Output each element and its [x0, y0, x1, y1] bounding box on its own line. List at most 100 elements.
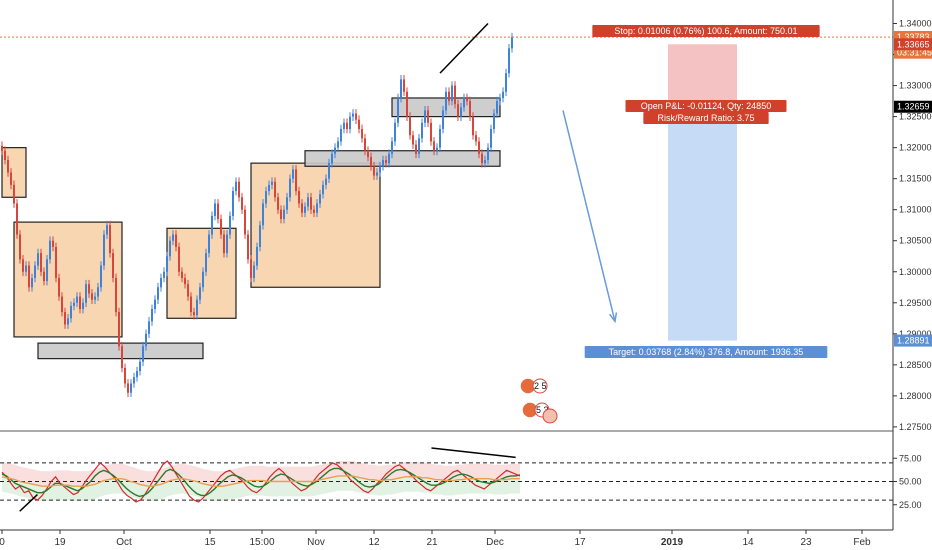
candle-body — [109, 225, 111, 254]
candle-body — [265, 191, 267, 204]
candle-body — [25, 265, 27, 272]
candle-body — [127, 383, 129, 393]
candle-body — [160, 277, 162, 288]
candle-body — [28, 265, 30, 288]
price-label-bg — [894, 100, 932, 113]
candle-body — [199, 287, 201, 300]
candle-body — [76, 296, 78, 303]
candle-body — [442, 110, 444, 130]
price-label: 1.33665 — [897, 39, 930, 49]
candle-body — [217, 203, 219, 219]
candle-body — [361, 129, 363, 139]
candle-body — [388, 153, 390, 164]
price-tick-label: 1.27500 — [899, 422, 932, 432]
candle-body — [253, 265, 255, 278]
candle-body — [448, 91, 450, 102]
candle-body — [343, 122, 345, 130]
candle-body — [67, 318, 69, 325]
candle-body — [430, 122, 432, 142]
candle-body — [133, 377, 135, 384]
candle-body — [10, 172, 12, 185]
price-label-bg — [894, 30, 932, 43]
candle-body — [379, 166, 381, 173]
candle-body — [130, 383, 132, 393]
drawings[interactable] — [0, 22, 893, 324]
candle-body — [88, 284, 90, 294]
candle-body — [466, 97, 468, 102]
candle-body — [58, 277, 60, 297]
osc-tick-label: 50.00 — [899, 477, 922, 487]
candle-body — [370, 156, 372, 167]
candle-body — [337, 141, 339, 148]
candle-body — [445, 91, 447, 111]
position-tool[interactable] — [668, 44, 737, 341]
candle-body — [46, 259, 48, 282]
candle-body — [19, 234, 21, 260]
candle-body — [412, 135, 414, 145]
candle-body — [367, 150, 369, 157]
price-label: 03:31:45 — [897, 48, 932, 58]
stop-zone — [668, 44, 737, 107]
candle-body — [469, 101, 471, 117]
candle-body — [112, 253, 114, 278]
candle-body — [409, 116, 411, 136]
candle-body — [142, 346, 144, 362]
candle-body — [154, 299, 156, 309]
candle-body — [307, 197, 309, 207]
candle-body — [118, 312, 120, 347]
candle-body — [34, 265, 36, 278]
candle-body — [376, 172, 378, 176]
candle-body — [211, 215, 213, 235]
candle-body — [403, 79, 405, 92]
candle-body — [43, 271, 45, 282]
event-icon-0-count: 2 5 — [534, 381, 547, 391]
candle-body — [166, 256, 168, 272]
osc-tick-label: 75.00 — [899, 453, 922, 463]
candle-body — [136, 371, 138, 378]
candle-body — [391, 141, 393, 154]
price-label: 1.28891 — [897, 336, 930, 346]
price-label: 1.32659 — [897, 102, 930, 112]
candle-body — [400, 79, 402, 98]
zone-boxes — [1, 97, 501, 360]
time-axis[interactable]: 0 19 Oct 15 15:00 Nov 12 21 Dec 17 2019 14 23 Feb — [0, 529, 893, 548]
candle-body — [511, 37, 513, 49]
candle-body — [496, 101, 498, 114]
candle-body — [478, 141, 480, 154]
candle-body — [40, 253, 42, 272]
candle-body — [226, 234, 228, 254]
candle-body — [121, 346, 123, 368]
time-tick-label: Oct — [116, 537, 132, 548]
price-tick-label: 1.34000 — [899, 19, 932, 29]
candle-body — [178, 246, 180, 272]
candle-body — [460, 107, 462, 117]
price-tick-label: 1.31000 — [899, 205, 932, 215]
price-axis[interactable]: 1.340001.335001.330001.325001.320001.315… — [892, 0, 932, 530]
candle-body — [439, 129, 441, 148]
candle-body — [256, 246, 258, 266]
candle-body — [319, 194, 321, 204]
candle-body — [340, 129, 342, 142]
candle-body — [229, 215, 231, 235]
event-icons[interactable]: 2 5 5 3 — [519, 377, 558, 424]
candle-body — [484, 160, 486, 164]
candle-body — [325, 178, 327, 185]
event-icon-0-flag2 — [532, 378, 548, 394]
price-label-bg — [894, 334, 932, 347]
candle-body — [16, 203, 18, 235]
candle-body — [169, 240, 171, 257]
candle-body — [301, 203, 303, 213]
candle-body — [73, 302, 75, 306]
candle-body — [250, 259, 252, 278]
time-tick-label: 23 — [800, 537, 812, 548]
stop-label: Stop: 0.01006 (0.76%) 100.6, Amount: 750… — [614, 26, 797, 36]
candle-body — [145, 333, 147, 347]
price-tick-label: 1.30000 — [899, 267, 932, 277]
candle-body — [277, 197, 279, 210]
candle-body — [418, 138, 420, 154]
candle-body — [451, 85, 453, 102]
time-tick-label: 0 — [0, 537, 5, 548]
candle-body — [364, 138, 366, 151]
candle-body — [94, 296, 96, 300]
